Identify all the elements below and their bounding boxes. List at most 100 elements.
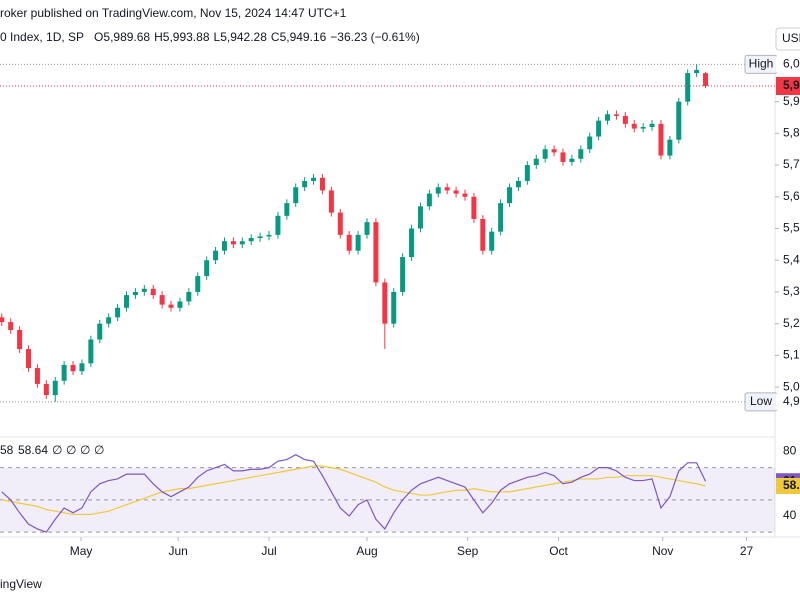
candle-body (52, 380, 58, 396)
candle-body (489, 231, 495, 251)
candle-body (658, 123, 664, 156)
candle-body (578, 149, 584, 159)
candle-body (79, 363, 85, 372)
legend-item: L (214, 30, 221, 44)
rsi-na: ∅ (80, 443, 90, 457)
legend-item: 5,989.68 (103, 30, 150, 44)
marker-value: 6,017.34 (783, 57, 800, 71)
candle-body (186, 291, 192, 302)
legend-item: O (94, 30, 103, 44)
legend-item: −36.23 (−0.61%) (330, 30, 419, 44)
candle-body (685, 73, 691, 102)
candle-body (88, 339, 94, 364)
candle-body (524, 165, 530, 181)
published-line: roker published on TradingView.com, Nov … (0, 6, 347, 20)
marker-value: 4,953.56 (783, 394, 800, 408)
candle-body (132, 291, 138, 296)
currency-box[interactable] (775, 27, 800, 51)
candle-body (462, 193, 468, 197)
last-price-badge (776, 77, 800, 96)
candle-body (417, 206, 423, 229)
candle-body (0, 317, 5, 323)
candle-body (70, 364, 76, 372)
y-tick-label: 5,900.00 (783, 94, 800, 108)
candle-body (444, 187, 450, 191)
y-tick-label: 5,800.00 (783, 126, 800, 140)
candle-body (560, 152, 566, 162)
candle-body (34, 368, 40, 384)
rsi-legend: 58 (0, 443, 14, 457)
footer: ingView (0, 577, 42, 591)
legend-item: 5,993.88 (163, 30, 210, 44)
candle-body (480, 218, 486, 251)
candle-body (248, 238, 254, 242)
candle-body (587, 136, 593, 150)
price-badge (776, 56, 800, 73)
marker-label: High (749, 57, 774, 71)
rsi-tick-label: 40 (783, 508, 797, 522)
candle-body (123, 295, 129, 308)
x-tick-label: Nov (652, 544, 673, 558)
candle-body (61, 364, 67, 381)
rsi-ma-legend: 58.64 (18, 443, 48, 457)
candle-body (382, 282, 388, 324)
candle-body (533, 158, 539, 166)
candle-body (213, 250, 219, 261)
candle-body (631, 123, 637, 129)
legend-item: 5,949.16 (280, 30, 327, 44)
currency[interactable]: USD (782, 31, 800, 45)
candle-body (498, 203, 504, 232)
candle-body (311, 177, 317, 181)
candle-body (177, 301, 183, 308)
y-tick-label: 5,100.00 (783, 348, 800, 362)
candle-body (257, 236, 263, 239)
legend-item: H (154, 30, 163, 44)
candle-body (221, 241, 227, 251)
candle-body (26, 349, 32, 369)
price-badge (776, 393, 800, 410)
rsi-ma-line (1, 465, 706, 516)
candle-body (115, 307, 121, 318)
candle-body (676, 101, 682, 140)
y-tick-label: 5,400.00 (783, 252, 800, 266)
candle-body (346, 234, 352, 251)
candle-body (204, 260, 210, 277)
x-tick-label: Aug (356, 544, 377, 558)
rsi-na: ∅ (66, 443, 76, 457)
candle-body (8, 322, 14, 331)
candle-body (355, 234, 361, 251)
candle-body (605, 114, 611, 121)
candle-body (106, 317, 112, 324)
rsi-na: ∅ (52, 443, 62, 457)
candle-body (551, 149, 557, 153)
candle-body (159, 295, 165, 305)
candle-body (400, 257, 406, 292)
candle-body (515, 180, 521, 188)
candle-body (409, 228, 415, 258)
candle-body (328, 190, 334, 213)
rsi-tick-label: 80 (783, 444, 797, 458)
candle-body (239, 241, 245, 245)
candle-body (284, 203, 290, 216)
candle-body (266, 234, 272, 237)
candle-body (43, 383, 49, 396)
y-tick-label: 5,200.00 (783, 316, 800, 330)
y-tick-label: 5,300.00 (783, 284, 800, 298)
y-tick-label: 5,600.00 (783, 189, 800, 203)
candle-body (569, 158, 575, 162)
last-price-label: 5,949.16 (783, 78, 800, 92)
candle-body (649, 123, 655, 128)
y-tick-label: 5,500.00 (783, 221, 800, 235)
y-tick-label: 5,000.00 (783, 379, 800, 393)
candle-body (640, 127, 646, 129)
candle-body (542, 149, 548, 159)
candle-body (435, 187, 441, 194)
candle-body (667, 139, 673, 156)
candle-body (337, 212, 343, 235)
candle-body (507, 187, 513, 204)
candle-body (141, 288, 147, 292)
x-tick-label: Oct (549, 544, 568, 558)
candle-body (364, 222, 370, 235)
candle-body (622, 115, 628, 124)
